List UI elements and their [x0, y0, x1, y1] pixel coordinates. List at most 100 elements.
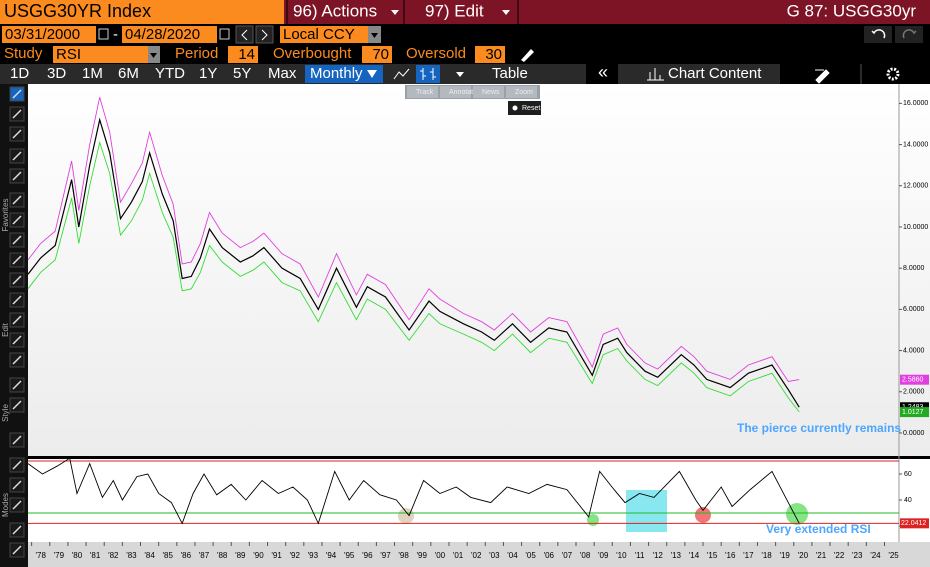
bar-chart-icon — [420, 68, 436, 80]
calendar-icon[interactable] — [98, 28, 109, 40]
x-tick-label: '98 — [398, 551, 409, 560]
tool-icon — [12, 109, 22, 119]
popup-button[interactable] — [407, 86, 438, 98]
tool-icon — [12, 355, 22, 365]
range-button[interactable]: 6M — [118, 65, 139, 82]
popup-button[interactable] — [473, 86, 504, 98]
page-code: G 87: USGG30yr — [787, 1, 917, 20]
undo-button[interactable] — [864, 26, 892, 43]
dates-row — [0, 24, 930, 44]
oversold-box[interactable] — [475, 46, 505, 63]
table-button[interactable]: Table — [492, 65, 528, 82]
prev-arrow — [241, 29, 248, 41]
range-button[interactable]: 1D — [10, 65, 29, 82]
x-tick-label: '86 — [181, 551, 192, 560]
ticker-box[interactable] — [0, 0, 284, 24]
start-date-box[interactable] — [2, 26, 96, 43]
tool-icon — [12, 275, 22, 285]
x-tick-label: '02 — [471, 551, 482, 560]
x-tick-label: '99 — [417, 551, 428, 560]
dropdown-arrow — [150, 53, 157, 58]
line-chart-icon — [393, 68, 410, 80]
bar-chart-button[interactable] — [416, 65, 440, 83]
actions-menu[interactable]: 96) Actions — [293, 1, 377, 20]
x-tick-label: '83 — [126, 551, 137, 560]
x-tick-label: '82 — [108, 551, 119, 560]
x-tick-label: '04 — [507, 551, 518, 560]
next-arrow — [261, 29, 268, 41]
overbought-box[interactable] — [362, 46, 392, 63]
range-button[interactable]: 5Y — [233, 65, 251, 82]
redo-button[interactable] — [895, 26, 923, 43]
y-tick-label: 0.0000 — [903, 430, 925, 437]
highlight-circle — [398, 508, 414, 524]
edit-menu[interactable]: 97) Edit — [425, 1, 484, 20]
collapse: « — [598, 62, 608, 82]
y-tick-label: 4.0000 — [903, 347, 925, 354]
popup-label: Annotate — [449, 89, 477, 96]
tool-icon — [12, 151, 22, 161]
x-tick-label: '11 — [635, 551, 645, 560]
frequency-button[interactable] — [305, 65, 383, 83]
tool-icon — [12, 480, 22, 490]
data-line — [27, 97, 800, 382]
x-tick-label: '97 — [380, 551, 391, 560]
x-tick-label: '08 — [580, 551, 591, 560]
reset: Reset — [522, 105, 540, 112]
calendar-icon[interactable] — [219, 28, 230, 40]
range-button[interactable]: YTD — [155, 65, 185, 82]
study-label: Study — [4, 45, 43, 62]
range-button[interactable]: Max — [268, 65, 297, 82]
currency-box[interactable] — [280, 26, 368, 43]
last-value-label: 2.5860 — [902, 377, 924, 384]
pencil-icon[interactable] — [521, 49, 534, 62]
y-tick-label: 6.0000 — [903, 306, 925, 313]
x-tick-label: '16 — [725, 551, 736, 560]
x-tick-label: '78 — [35, 551, 46, 560]
highlight-circle — [695, 507, 711, 523]
x-tick-label: '14 — [689, 551, 700, 560]
settings-icon — [886, 67, 900, 81]
x-tick-label: '88 — [217, 551, 228, 560]
redo-icon — [902, 29, 917, 39]
tool-icon — [12, 129, 22, 139]
x-tick-label: '15 — [707, 551, 718, 560]
tool-icon — [12, 335, 22, 345]
y-tick-label: 14.0000 — [903, 141, 928, 148]
study-box[interactable] — [53, 46, 148, 63]
side-label: Style — [1, 404, 10, 422]
oversold-label: Oversold — [406, 45, 466, 62]
x-tick-label: '05 — [525, 551, 536, 560]
range-button[interactable]: 1Y — [199, 65, 217, 82]
edit-tool[interactable] — [780, 64, 860, 84]
settings-tool[interactable] — [862, 64, 930, 84]
reset-button[interactable] — [508, 101, 541, 115]
end-date: 04/28/2020 — [125, 26, 200, 43]
highlight-box — [626, 490, 667, 532]
tool-icon — [12, 295, 22, 305]
period-box[interactable] — [228, 46, 258, 63]
next-button[interactable] — [255, 25, 274, 44]
collapse-button[interactable] — [586, 64, 618, 84]
tool-icon — [12, 89, 22, 99]
data-line — [27, 117, 800, 408]
x-tick-label: '10 — [616, 551, 627, 560]
period-value: 14 — [238, 46, 255, 63]
y-tick-label: 10.0000 — [903, 224, 928, 231]
x-tick-label: '17 — [743, 551, 754, 560]
x-axis-band — [28, 542, 930, 567]
end-date-box[interactable] — [122, 26, 217, 43]
prev-button[interactable] — [235, 25, 254, 44]
popup-button[interactable] — [506, 86, 537, 98]
last-value-box — [900, 518, 929, 529]
side-label: Edit — [1, 322, 10, 337]
x-tick-label: '25 — [888, 551, 899, 560]
annotation: The pierce currently remains — [737, 421, 901, 435]
tool-icon — [12, 195, 22, 205]
dropdown-arrow — [371, 33, 378, 38]
range-button[interactable]: 3D — [47, 65, 66, 82]
range-button[interactable]: 1M — [82, 65, 103, 82]
chart-content[interactable]: Chart Content — [668, 65, 762, 82]
popup-button[interactable] — [440, 86, 471, 98]
